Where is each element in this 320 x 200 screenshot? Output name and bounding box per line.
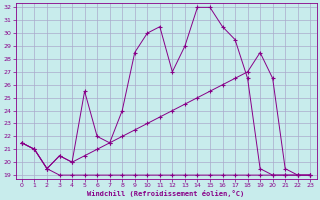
- X-axis label: Windchill (Refroidissement éolien,°C): Windchill (Refroidissement éolien,°C): [87, 190, 245, 197]
